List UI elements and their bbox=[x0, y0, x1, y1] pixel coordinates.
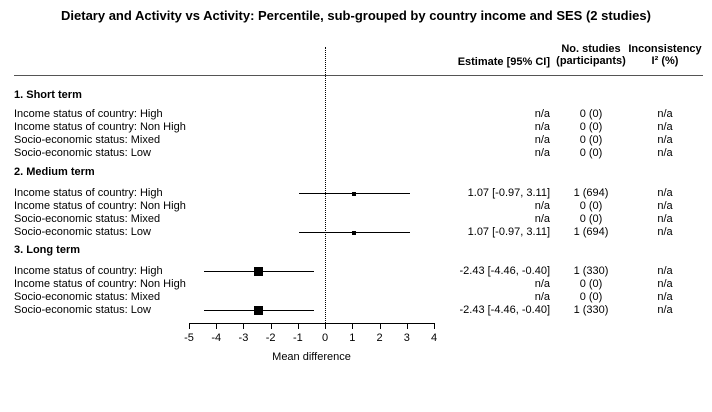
row-label: Income status of country: Non High bbox=[14, 121, 186, 133]
column-header-no-studies-line2: (participants) bbox=[556, 55, 626, 67]
x-axis-tick bbox=[434, 324, 435, 329]
cell-inconsistency: n/a bbox=[657, 213, 673, 225]
x-axis-tick bbox=[379, 324, 381, 329]
cell-estimate: n/a bbox=[534, 278, 550, 290]
cell-no-studies: 0 (0) bbox=[579, 147, 603, 159]
row-label: Socio-economic status: Low bbox=[14, 226, 151, 238]
zero-reference-line bbox=[324, 47, 326, 323]
column-header-estimate: Estimate [95% CI] bbox=[457, 56, 550, 68]
cell-estimate: n/a bbox=[534, 200, 550, 212]
cell-estimate: n/a bbox=[534, 121, 550, 133]
cell-no-studies: 1 (330) bbox=[573, 265, 609, 277]
column-header-inconsistency-line2: I² (%) bbox=[651, 55, 679, 67]
cell-no-studies: 0 (0) bbox=[579, 200, 603, 212]
cell-estimate: 1.07 [-0.97, 3.11] bbox=[467, 226, 550, 238]
cell-estimate: 1.07 [-0.97, 3.11] bbox=[467, 187, 550, 199]
cell-inconsistency: n/a bbox=[657, 121, 673, 133]
cell-inconsistency: n/a bbox=[657, 291, 673, 303]
cell-no-studies: 1 (694) bbox=[573, 226, 609, 238]
x-axis-tick bbox=[189, 324, 190, 329]
x-axis-tick bbox=[216, 324, 218, 329]
section-header: 1. Short term bbox=[14, 89, 82, 101]
chart-title: Dietary and Activity vs Activity: Percen… bbox=[61, 8, 651, 23]
cell-estimate: n/a bbox=[534, 147, 550, 159]
row-label: Socio-economic status: Mixed bbox=[14, 134, 161, 146]
header-separator-rule bbox=[14, 75, 703, 76]
row-label: Income status of country: High bbox=[14, 108, 163, 120]
x-axis-tick-label: 3 bbox=[403, 332, 410, 344]
cell-inconsistency: n/a bbox=[657, 108, 673, 120]
cell-estimate: n/a bbox=[534, 108, 550, 120]
cell-no-studies: 1 (694) bbox=[573, 187, 609, 199]
point-estimate-marker bbox=[254, 267, 264, 276]
cell-no-studies: 0 (0) bbox=[579, 134, 603, 146]
cell-estimate: -2.43 [-4.46, -0.40] bbox=[459, 265, 551, 277]
x-axis-tick-label: -1 bbox=[292, 332, 303, 344]
cell-inconsistency: n/a bbox=[657, 304, 673, 316]
point-estimate-marker bbox=[352, 230, 357, 235]
cell-no-studies: 0 (0) bbox=[579, 213, 603, 225]
x-axis-tick bbox=[325, 324, 327, 329]
cell-no-studies: 0 (0) bbox=[579, 121, 603, 133]
x-axis-tick-label: 1 bbox=[349, 332, 356, 344]
x-axis-tick bbox=[243, 324, 245, 329]
x-axis-tick-label: 0 bbox=[322, 332, 329, 344]
cell-inconsistency: n/a bbox=[657, 278, 673, 290]
x-axis-label: Mean difference bbox=[272, 351, 351, 363]
section-header: 2. Medium term bbox=[14, 166, 95, 178]
x-axis-tick-label: -3 bbox=[238, 332, 249, 344]
row-label: Socio-economic status: Low bbox=[14, 304, 151, 316]
cell-no-studies: 0 (0) bbox=[579, 108, 603, 120]
x-axis-tick-label: -4 bbox=[211, 332, 222, 344]
cell-estimate: -2.43 [-4.46, -0.40] bbox=[459, 304, 551, 316]
column-header-no-studies-line1: No. studies bbox=[561, 43, 621, 55]
row-label: Socio-economic status: Mixed bbox=[14, 291, 161, 303]
cell-no-studies: 0 (0) bbox=[579, 278, 603, 290]
cell-inconsistency: n/a bbox=[657, 134, 673, 146]
column-header-inconsistency-line1: Inconsistency bbox=[628, 43, 702, 55]
cell-estimate: n/a bbox=[534, 134, 550, 146]
column-header-inconsistency: Inconsistency I² (%) bbox=[622, 43, 708, 67]
x-axis-tick-label: 4 bbox=[430, 332, 438, 344]
cell-inconsistency: n/a bbox=[657, 200, 673, 212]
x-axis-tick-label: 2 bbox=[376, 332, 383, 344]
x-axis-tick bbox=[270, 324, 272, 329]
cell-no-studies: 1 (330) bbox=[573, 304, 609, 316]
cell-estimate: n/a bbox=[534, 291, 550, 303]
point-estimate-marker bbox=[254, 306, 264, 315]
x-axis-tick bbox=[352, 324, 354, 329]
x-axis-tick bbox=[297, 324, 299, 329]
row-label: Income status of country: High bbox=[14, 187, 163, 199]
row-label: Socio-economic status: Mixed bbox=[14, 213, 161, 225]
cell-inconsistency: n/a bbox=[657, 187, 673, 199]
cell-estimate: n/a bbox=[534, 213, 550, 225]
cell-inconsistency: n/a bbox=[657, 147, 673, 159]
cell-no-studies: 0 (0) bbox=[579, 291, 603, 303]
cell-inconsistency: n/a bbox=[657, 226, 673, 238]
point-estimate-marker bbox=[352, 191, 357, 196]
x-axis-line bbox=[189, 323, 435, 324]
row-label: Income status of country: Non High bbox=[14, 200, 186, 212]
cell-inconsistency: n/a bbox=[657, 265, 673, 277]
x-axis-tick bbox=[406, 324, 408, 329]
row-label: Socio-economic status: Low bbox=[14, 147, 151, 159]
row-label: Income status of country: High bbox=[14, 265, 163, 277]
column-header-no-studies: No. studies (participants) bbox=[551, 43, 631, 67]
x-axis-tick-label: -5 bbox=[184, 332, 194, 344]
x-axis-tick-label: -2 bbox=[265, 332, 276, 344]
section-header: 3. Long term bbox=[14, 244, 81, 256]
row-label: Income status of country: Non High bbox=[14, 278, 186, 290]
